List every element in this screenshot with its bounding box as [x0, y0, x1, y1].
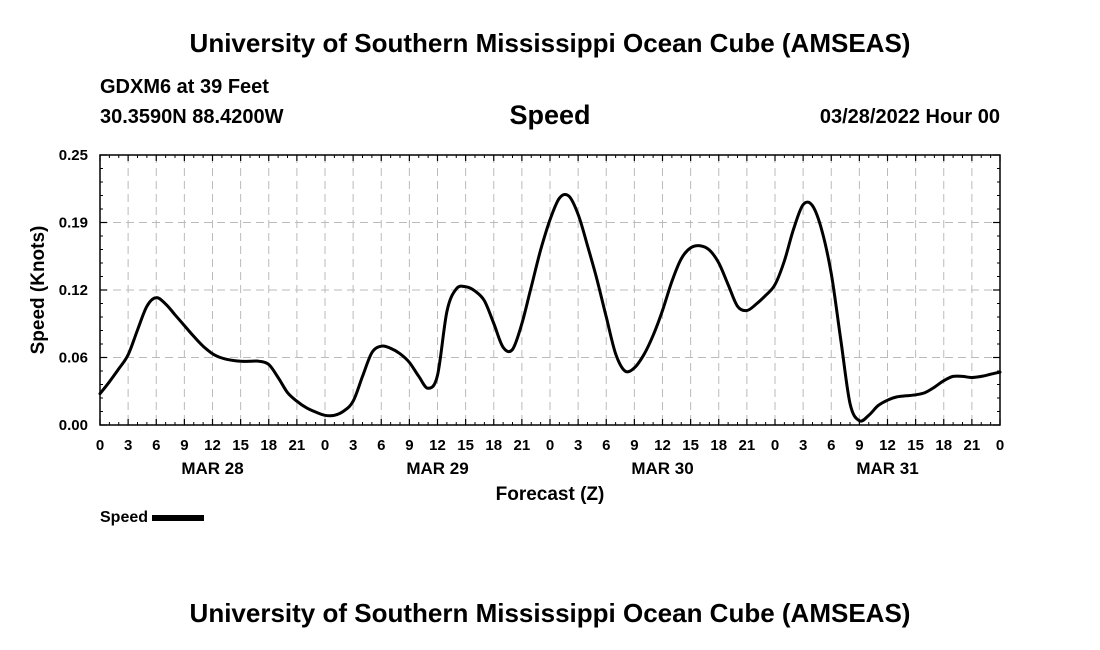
x-tick-label: 6 [827, 437, 835, 454]
x-tick-label: 6 [377, 437, 385, 454]
y-tick-label: 0.12 [59, 282, 88, 299]
x-tick-label: 15 [682, 437, 699, 454]
x-tick-label: 12 [204, 437, 221, 454]
x-tick-label: 12 [654, 437, 671, 454]
x-tick-label: 0 [996, 437, 1004, 454]
x-tick-label: 21 [964, 437, 981, 454]
x-tick-label: 21 [514, 437, 531, 454]
main-title: University of Southern Mississippi Ocean… [189, 28, 911, 58]
grid-lines [100, 155, 1000, 425]
x-tick-label: 12 [879, 437, 896, 454]
x-tick-label: 15 [907, 437, 924, 454]
x-tick-label: 0 [546, 437, 554, 454]
y-tick-label: 0.25 [59, 147, 88, 164]
x-tick-label: 6 [152, 437, 160, 454]
y-tick-label: 0.06 [59, 350, 88, 367]
x-tick-label: 3 [349, 437, 357, 454]
x-tick-label: 9 [855, 437, 863, 454]
legend-swatch [152, 514, 205, 521]
legend-label: Speed [100, 509, 149, 526]
legend: Speed [100, 509, 205, 527]
x-date-label: MAR 28 [181, 459, 243, 478]
forecast-issue-time: 03/28/2022 Hour 00 [819, 106, 1000, 128]
x-axis-title: Forecast (Z) [496, 484, 605, 505]
axis-ticks [99, 154, 1001, 426]
axis-labels: 0 3 6 9 12 15 18 21 0 3 6 9 12 15 18 21 0 3 6 9 12 15 18 21 0 3 6 9… [59, 147, 1004, 478]
x-date-label: MAR 31 [856, 459, 918, 478]
x-tick-label: 0 [96, 437, 104, 454]
x-tick-label: 18 [710, 437, 727, 454]
x-tick-label: 18 [935, 437, 952, 454]
station-label: GDXM6 at 39 Feet [100, 76, 269, 98]
speed-chart: 0 3 6 9 12 15 18 21 0 3 6 9 12 15 18 21 0 3 6 9 12 15 18 21 0 3 6 9… [28, 147, 1004, 505]
x-tick-label: 21 [739, 437, 756, 454]
speed-series-line [98, 192, 1002, 423]
x-tick-label: 6 [602, 437, 610, 454]
x-tick-label: 15 [457, 437, 474, 454]
y-tick-label: 0.19 [59, 215, 88, 232]
x-tick-label: 3 [574, 437, 582, 454]
x-tick-label: 18 [485, 437, 502, 454]
chart-title: Speed [509, 100, 591, 130]
x-tick-label: 18 [260, 437, 277, 454]
x-tick-label: 9 [405, 437, 413, 454]
x-tick-label: 3 [799, 437, 807, 454]
x-date-label: MAR 30 [631, 459, 693, 478]
x-tick-label: 9 [630, 437, 638, 454]
x-tick-label: 9 [180, 437, 188, 454]
x-tick-label: 15 [232, 437, 249, 454]
x-tick-label: 3 [124, 437, 132, 454]
x-date-label: MAR 29 [406, 459, 468, 478]
x-tick-label: 0 [771, 437, 779, 454]
x-tick-label: 12 [429, 437, 446, 454]
x-tick-label: 21 [289, 437, 306, 454]
y-tick-label: 0.00 [59, 417, 88, 434]
station-coordinates: 30.3590N 88.4200W [100, 106, 284, 128]
footer-title: University of Southern Mississippi Ocean… [189, 598, 911, 628]
y-axis-title: Speed (Knots) [28, 226, 49, 355]
x-tick-label: 0 [321, 437, 329, 454]
